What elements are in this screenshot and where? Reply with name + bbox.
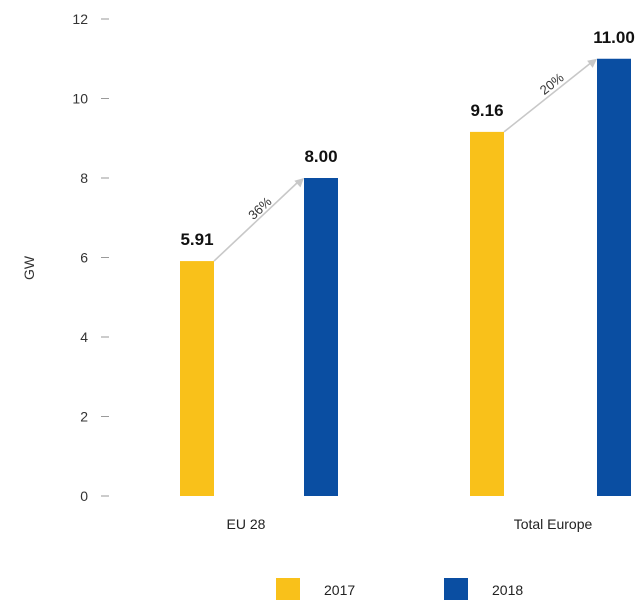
legend-label: 2017	[324, 582, 355, 598]
bar-value-label: 9.16	[470, 101, 503, 120]
legend-label: 2018	[492, 582, 523, 598]
legend-swatch	[444, 578, 468, 600]
legend: 2017 2018	[276, 578, 523, 600]
y-tick-label: 8	[80, 170, 88, 186]
growth-arrow-head	[294, 178, 304, 188]
bar	[304, 178, 338, 496]
bar	[470, 131, 504, 496]
bar-value-label: 5.91	[180, 230, 213, 249]
x-axis: EU 28 Total Europe	[227, 516, 593, 532]
bar	[180, 261, 214, 496]
bars-group: 5.91 8.00 9.16 11.00	[180, 28, 635, 496]
x-category-label: EU 28	[227, 516, 266, 532]
y-tick-label: 6	[80, 250, 88, 266]
growth-percentage-label: 36%	[245, 194, 275, 223]
y-tick-label: 10	[72, 91, 88, 107]
arrows-group: 36%20%	[213, 58, 597, 262]
y-tick-label: 0	[80, 488, 88, 504]
growth-arrow-head	[587, 58, 597, 68]
y-tick-label: 4	[80, 329, 88, 345]
y-axis-label: GW	[21, 255, 37, 280]
x-category-label: Total Europe	[514, 516, 593, 532]
y-tick-label: 12	[72, 11, 88, 27]
bar	[597, 58, 631, 496]
legend-swatch	[276, 578, 300, 600]
y-tick-label: 2	[80, 409, 88, 425]
growth-arrow-line	[503, 62, 592, 133]
growth-arrow-line	[213, 181, 299, 262]
bar-value-label: 8.00	[304, 147, 337, 166]
y-axis: 0 2 4 6 8 10 12	[72, 11, 109, 504]
bar-value-label: 11.00	[593, 28, 635, 47]
